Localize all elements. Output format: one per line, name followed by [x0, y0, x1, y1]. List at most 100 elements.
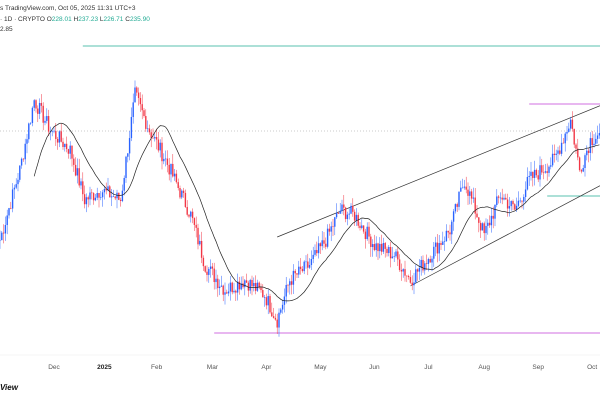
candle-body [542, 172, 545, 174]
candle-body [485, 225, 487, 234]
candle-body [154, 137, 156, 139]
x-tick-2025: 2025 [97, 364, 112, 371]
candle-body [505, 197, 507, 200]
candle-body [379, 243, 381, 252]
candle-body [29, 122, 32, 124]
candle-body [386, 248, 388, 254]
candle-body [141, 104, 143, 111]
candle-body [523, 196, 525, 202]
x-tick-jul: Jul [424, 364, 433, 371]
channel-line-1 [410, 185, 600, 287]
candle-body [562, 142, 565, 144]
candle-body [334, 217, 336, 227]
candle-body [37, 108, 39, 114]
candle-body [69, 145, 71, 154]
candle-body [584, 155, 586, 168]
candle-body [348, 213, 350, 215]
candle-body [397, 251, 399, 260]
candle-body [461, 187, 464, 189]
candle-body [559, 150, 561, 154]
candle-body [452, 211, 455, 222]
candle-body [388, 246, 390, 254]
candle-body [161, 142, 163, 162]
candle-body [481, 223, 484, 231]
candle-body [560, 142, 563, 154]
candle-body [276, 319, 278, 328]
candle-body [10, 208, 12, 209]
candle-body [235, 290, 237, 293]
close-label: C [125, 16, 130, 23]
candle-body [307, 261, 309, 268]
candle-body [402, 269, 404, 272]
candle-body [429, 259, 431, 263]
candle-body [375, 243, 377, 251]
candle-body [469, 191, 471, 196]
candle-body [328, 228, 331, 232]
candle-body [404, 269, 406, 276]
candle-body [38, 102, 41, 114]
candle-body [175, 173, 178, 183]
candle-body [145, 116, 147, 129]
candle-body [508, 206, 511, 209]
candle-body [470, 191, 473, 199]
candle-body [380, 243, 383, 252]
candle-body [587, 150, 590, 153]
candle-body [159, 142, 161, 151]
candle-body [150, 132, 152, 138]
candle-body [524, 189, 527, 197]
candle-body [202, 257, 205, 267]
candle-body [238, 281, 241, 290]
candle-body [177, 182, 179, 188]
candle-body [146, 128, 149, 130]
candle-body [247, 282, 250, 291]
candle-body [123, 177, 125, 191]
candle-body [436, 242, 439, 254]
candle-body [424, 263, 426, 271]
candle-body [92, 193, 95, 201]
candle-body [391, 256, 394, 259]
candle-body [8, 208, 10, 216]
candle-body [449, 232, 451, 235]
candle-body [580, 170, 583, 172]
candle-body [121, 190, 124, 201]
candle-body [566, 131, 568, 134]
candle-body [280, 309, 282, 313]
candle-body [577, 148, 579, 158]
candle-body [474, 197, 476, 214]
candle-body [125, 156, 127, 178]
candle-body [411, 282, 413, 286]
candle-body [256, 282, 259, 291]
candle-body [168, 164, 170, 175]
candle-body [539, 165, 541, 180]
candle-body [362, 225, 365, 232]
close-value: 235.90 [129, 16, 150, 23]
candle-body [366, 226, 368, 240]
candle-body [6, 215, 8, 226]
candle-body [598, 133, 600, 136]
high-value: 237.23 [78, 16, 99, 23]
x-tick-aug: Aug [478, 364, 490, 371]
candle-body [134, 87, 136, 103]
candle-body [56, 138, 59, 143]
candle-body [433, 246, 435, 259]
x-tick-dec: Dec [48, 364, 60, 371]
x-tick-sep: Sep [532, 364, 544, 371]
candle-body [308, 265, 311, 268]
candle-body [195, 224, 197, 228]
candle-body [17, 179, 19, 185]
candle-body [465, 186, 467, 190]
candle-body [292, 270, 295, 285]
candle-body [569, 119, 572, 129]
candle-body [550, 165, 552, 167]
candle-body [483, 223, 485, 234]
candle-body [267, 296, 269, 306]
candle-body [371, 244, 374, 247]
high-label: H [73, 16, 79, 23]
candle-body [544, 171, 547, 173]
candle-body [321, 240, 323, 247]
candle-body [40, 102, 43, 106]
candle-body [190, 211, 192, 217]
candle-body [155, 137, 158, 140]
candle-body [101, 192, 104, 198]
